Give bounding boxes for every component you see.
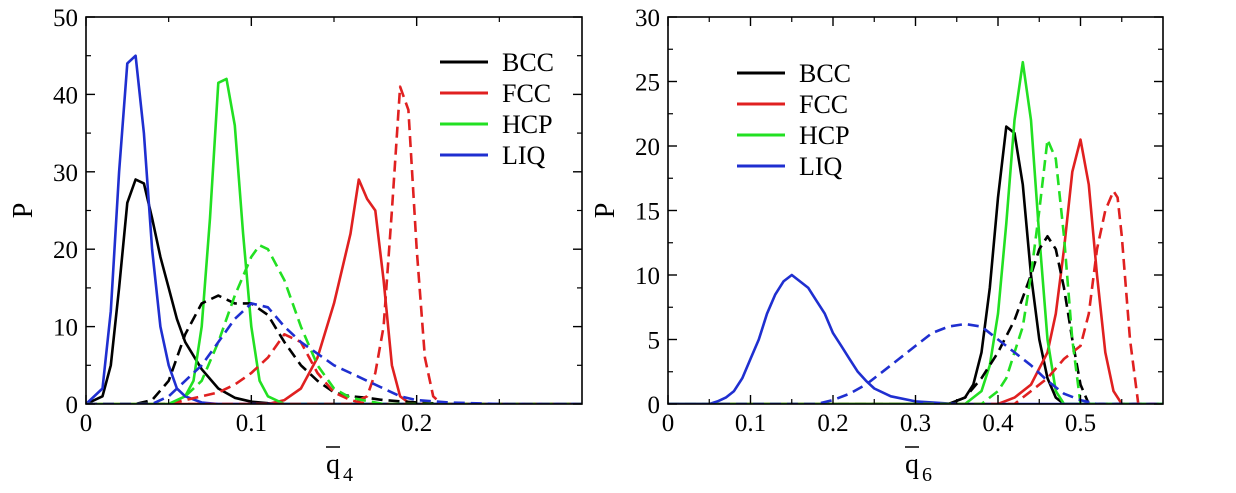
- x-axis-label-subscript: 6: [922, 464, 932, 486]
- series-line-hcp-dashed: [86, 244, 582, 404]
- y-tick-label: 30: [635, 5, 660, 32]
- y-tick-label: 20: [635, 134, 660, 161]
- y-tick-label: 15: [635, 199, 660, 226]
- y-tick-label: 25: [635, 70, 660, 97]
- series-line-liq-dashed: [668, 322, 1163, 404]
- x-tick-label: 0.2: [817, 410, 848, 437]
- series-line-liq-solid: [668, 273, 1163, 404]
- series-group: [86, 54, 582, 404]
- y-axis-label: P: [8, 203, 39, 219]
- y-axis-label: P: [590, 203, 621, 219]
- series-line-fcc-dashed: [86, 85, 582, 404]
- x-tick-label: 0.5: [1065, 410, 1096, 437]
- x-axis-label-main: q: [326, 449, 340, 480]
- series-line-bcc-dashed: [668, 235, 1163, 404]
- legend-label-bcc: BCC: [799, 59, 851, 88]
- y-tick-label: 40: [53, 82, 78, 109]
- x-axis-label-subscript: 4: [343, 464, 353, 486]
- legend-label-fcc: FCC: [799, 90, 848, 119]
- series-line-bcc-solid: [668, 125, 1163, 404]
- chart-q6: 0 5 10 15 20 25 30 0 0.1 0.2 0.3 0.4 0.5 q 6 P BCCFCCHCP…: [590, 5, 1164, 486]
- y-tick-label: 10: [635, 263, 660, 290]
- y-tick-label: 10: [53, 315, 78, 342]
- x-tick-label: 0.1: [735, 410, 766, 437]
- legend-label-liq: LIQ: [502, 141, 546, 170]
- series-line-fcc-dashed: [86, 333, 582, 404]
- series-line-fcc-dashed: [668, 189, 1163, 404]
- series-line-fcc-solid: [668, 138, 1163, 404]
- series-line-hcp-solid: [86, 77, 582, 404]
- x-tick-label: 0: [662, 410, 675, 437]
- series-line-bcc-solid: [86, 178, 582, 404]
- x-tick-label: 0.3: [900, 410, 931, 437]
- legend-label-liq: LIQ: [799, 152, 843, 181]
- legend-label-hcp: HCP: [799, 121, 850, 150]
- y-tick-label: 20: [53, 237, 78, 264]
- legend-label-hcp: HCP: [502, 110, 553, 139]
- x-tick-label: 0.2: [401, 410, 432, 437]
- y-tick-label: 50: [53, 5, 78, 32]
- series-line-bcc-dashed: [86, 294, 582, 404]
- x-axis-label-main: q: [905, 449, 919, 480]
- series-line-liq-solid: [86, 54, 582, 404]
- y-tick-label: 0: [648, 392, 661, 419]
- y-tick-label: 0: [66, 392, 79, 419]
- y-tick-label: 30: [53, 160, 78, 187]
- series-group: [668, 60, 1163, 404]
- x-tick-label: 0.4: [982, 410, 1014, 437]
- legend-label-fcc: FCC: [502, 79, 551, 108]
- y-tick-label: 5: [648, 328, 661, 355]
- x-tick-label: 0.1: [236, 410, 267, 437]
- series-line-hcp-solid: [668, 60, 1163, 404]
- x-tick-label: 0: [80, 410, 93, 437]
- series-line-liq-dashed: [86, 302, 582, 404]
- series-line-fcc-solid: [86, 178, 582, 404]
- legend-label-bcc: BCC: [502, 48, 554, 77]
